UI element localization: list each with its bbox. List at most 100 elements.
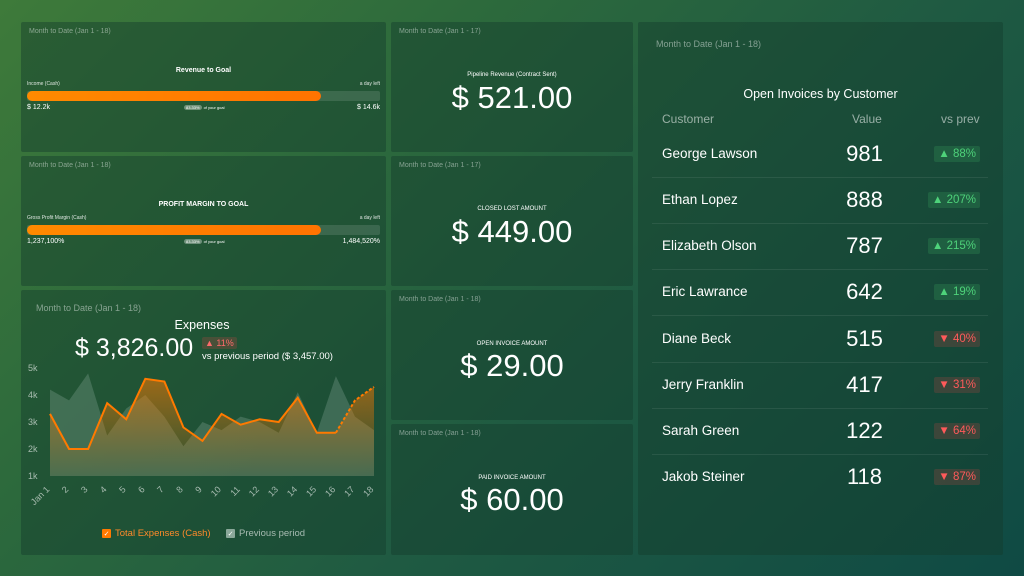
- kpi-label: Pipeline Revenue (Contract Sent): [467, 72, 557, 78]
- kpi-paid-invoice: Month to Date (Jan 1 - 18) PAID INVOICE …: [391, 424, 633, 555]
- expenses-panel: Month to Date (Jan 1 - 18) Expenses $ 3,…: [21, 290, 386, 555]
- goal-target-value: $ 14.6k: [357, 104, 380, 111]
- change-badge: ▼ 40%: [934, 331, 980, 347]
- y-tick-label: 5k: [28, 363, 38, 373]
- period-label: Month to Date (Jan 1 - 18): [36, 303, 142, 313]
- goal-metric: Income (Cash): [27, 81, 60, 87]
- x-tick-label: 13: [266, 484, 280, 498]
- goal-time-left: a day left: [359, 215, 380, 221]
- kpi-closed-lost: Month to Date (Jan 1 - 17) CLOSED LOST A…: [391, 156, 633, 286]
- period-label: Month to Date (Jan 1 - 18): [29, 28, 111, 35]
- checkbox-icon: ✓: [102, 529, 111, 538]
- current-period-area: [50, 378, 374, 476]
- table-row[interactable]: Jerry Franklin 417 ▼ 31%: [652, 363, 988, 409]
- kpi-label: OPEN INVOICE AMOUNT: [476, 341, 548, 347]
- customer-name: Sarah Green: [662, 423, 740, 438]
- x-tick-label: 18: [361, 484, 375, 498]
- kpi-value: $ 449.00: [451, 214, 573, 249]
- table-row[interactable]: Jakob Steiner 118 ▼ 87%: [652, 455, 988, 501]
- goal-time-left: a day left: [359, 81, 380, 87]
- goal-metric: Gross Profit Margin (Cash): [27, 215, 87, 221]
- goal-target-value: 1,484,520%: [342, 238, 380, 245]
- kpi-label: PAID INVOICE AMOUNT: [478, 475, 546, 481]
- table-row[interactable]: George Lawson 981 ▲ 88%: [652, 132, 988, 178]
- legend-current[interactable]: ✓ Total Expenses (Cash): [102, 528, 211, 539]
- goal-title: PROFIT MARGIN TO GOAL: [158, 201, 249, 208]
- kpi-pipeline-revenue: Month to Date (Jan 1 - 17) Pipeline Reve…: [391, 22, 633, 152]
- goal-percent-badge: 83.33% of your goal: [184, 105, 225, 110]
- invoice-value: 888: [846, 187, 883, 212]
- kpi-label: CLOSED LOST AMOUNT: [477, 206, 547, 212]
- expenses-chart: 1k 2k 3k 4k 5k Jan 1 2 3 4 5 6 7 8 9 10 11 12 13 14 15 16 17 1…: [28, 363, 375, 507]
- expenses-title: Expenses: [174, 318, 230, 332]
- invoice-value: 981: [846, 141, 883, 166]
- period-label: Month to Date (Jan 1 - 17): [399, 162, 481, 169]
- x-tick-label: 16: [323, 484, 337, 498]
- goal-progress-fill: [27, 225, 322, 235]
- change-badge: ▼ 87%: [934, 469, 980, 485]
- current-period-line: [49, 377, 336, 450]
- invoice-value: 122: [846, 418, 883, 443]
- kpi-value: $ 521.00: [451, 80, 573, 115]
- kpi-value: $ 60.00: [460, 482, 564, 517]
- profit-goal-panel: Month to Date (Jan 1 - 18) PROFIT MARGIN…: [21, 156, 386, 286]
- x-tick-label: 6: [136, 484, 147, 495]
- customer-name: George Lawson: [662, 146, 758, 161]
- customer-name: Diane Beck: [662, 331, 732, 346]
- table-row[interactable]: Eric Lawrance 642 ▲ 19%: [652, 270, 988, 316]
- x-tick-label: 15: [304, 484, 318, 498]
- table-row[interactable]: Elizabeth Olson 787 ▲ 215%: [652, 224, 988, 270]
- change-badge: ▲ 215%: [928, 238, 980, 254]
- change-badge: ▼ 31%: [934, 377, 980, 393]
- x-tick-label: 17: [342, 484, 356, 498]
- period-label: Month to Date (Jan 1 - 17): [399, 28, 481, 35]
- table-row[interactable]: Diane Beck 515 ▼ 40%: [652, 317, 988, 363]
- goal-title: Revenue to Goal: [175, 67, 232, 74]
- expenses-change-badge: ▲ 11%: [202, 337, 237, 349]
- customer-name: Elizabeth Olson: [662, 238, 757, 253]
- period-label: Month to Date (Jan 1 - 18): [399, 296, 481, 303]
- change-badge: ▼ 64%: [934, 423, 980, 439]
- legend-previous[interactable]: ✓ Previous period: [226, 528, 306, 539]
- revenue-goal-panel: Month to Date (Jan 1 - 18) Revenue to Go…: [21, 22, 386, 152]
- checkbox-icon: ✓: [226, 529, 235, 538]
- y-tick-label: 3k: [28, 417, 38, 427]
- kpi-value: $ 29.00: [460, 348, 564, 383]
- invoice-value: 642: [846, 279, 883, 304]
- change-badge: ▲ 19%: [934, 284, 980, 300]
- goal-current-value: $ 12.2k: [27, 104, 50, 111]
- invoice-value: 787: [846, 233, 883, 258]
- x-tick-label: 12: [247, 484, 261, 498]
- open-invoices-panel: Month to Date (Jan 1 - 18) Open Invoices…: [638, 22, 1003, 555]
- column-header-value: Value: [852, 112, 882, 126]
- current-period-projection: [335, 386, 375, 434]
- expenses-total: $ 3,826.00: [75, 334, 194, 362]
- y-tick-label: 2k: [28, 444, 38, 454]
- x-tick-label: 7: [155, 484, 166, 495]
- goal-progress-fill: [27, 91, 322, 101]
- x-tick-label: 5: [117, 484, 128, 495]
- goal-percent-badge: 83.33% of your goal: [184, 239, 225, 244]
- x-tick-label: 2: [60, 484, 71, 495]
- x-tick-label: 14: [285, 484, 299, 498]
- y-tick-label: 1k: [28, 471, 38, 481]
- period-label: Month to Date (Jan 1 - 18): [656, 39, 762, 49]
- period-label: Month to Date (Jan 1 - 18): [29, 162, 111, 169]
- x-tick-label: 10: [209, 484, 223, 498]
- expenses-vs-previous: vs previous period ($ 3,457.00): [202, 351, 333, 362]
- customer-name: Eric Lawrance: [662, 284, 748, 299]
- goal-current-value: 1,237,100%: [27, 238, 65, 245]
- period-label: Month to Date (Jan 1 - 18): [399, 430, 481, 437]
- goal-progress-bar: [27, 225, 380, 235]
- table-row[interactable]: Sarah Green 122 ▼ 64%: [652, 409, 988, 455]
- customer-name: Jerry Franklin: [662, 377, 744, 392]
- goal-progress-bar: [27, 91, 380, 101]
- customer-name: Jakob Steiner: [662, 469, 745, 484]
- x-tick-label: 9: [193, 484, 204, 495]
- x-tick-label: 4: [98, 484, 109, 495]
- x-tick-label: 8: [174, 484, 185, 495]
- change-badge: ▲ 207%: [928, 192, 980, 208]
- table-row[interactable]: Ethan Lopez 888 ▲ 207%: [652, 178, 988, 224]
- change-badge: ▲ 88%: [934, 146, 980, 162]
- kpi-open-invoice: Month to Date (Jan 1 - 18) OPEN INVOICE …: [391, 290, 633, 420]
